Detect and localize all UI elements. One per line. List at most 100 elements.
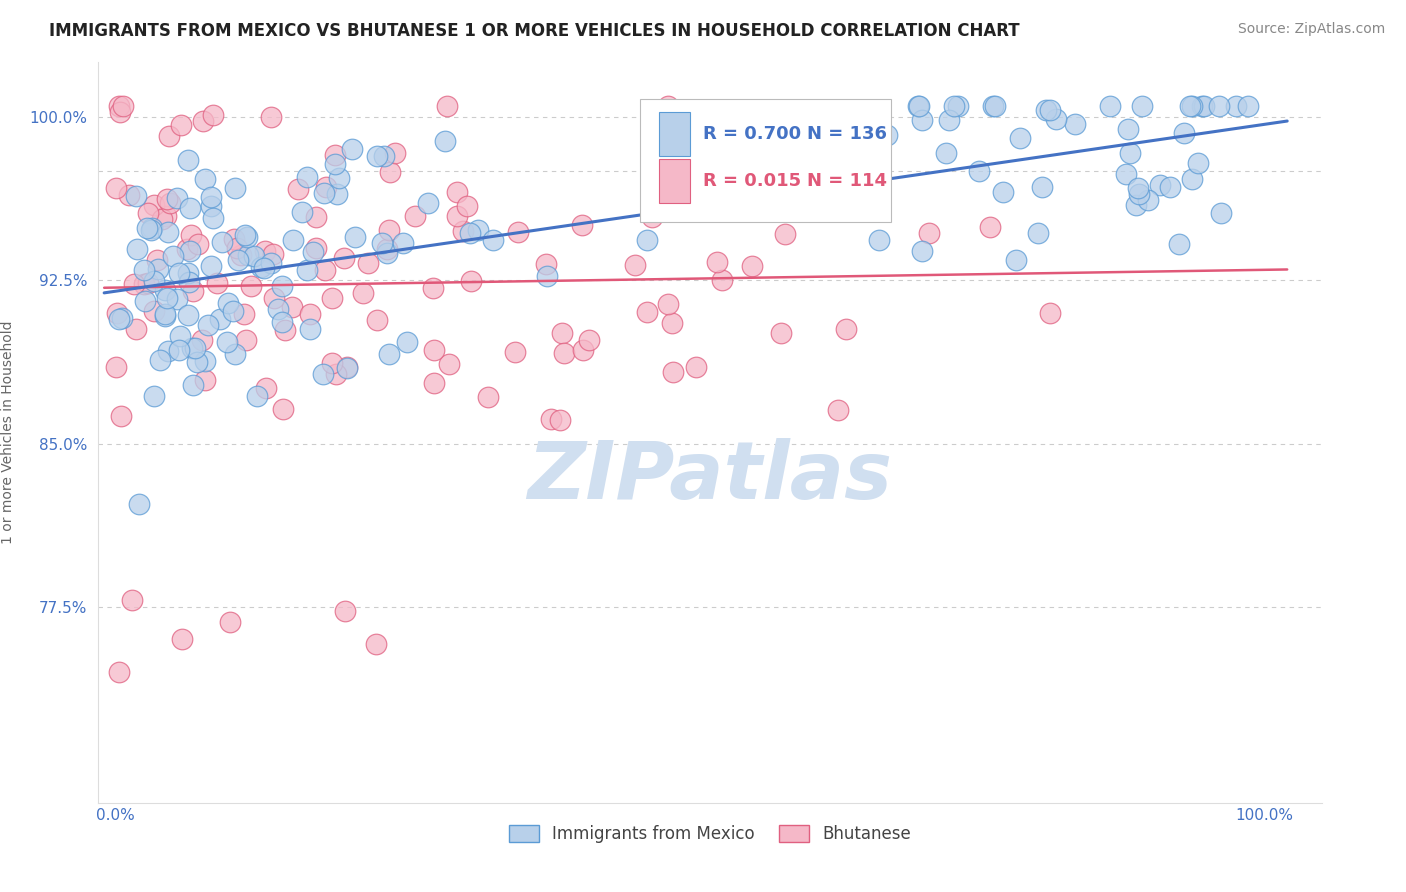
Immigrants from Mexico xyxy=(211,235,233,249)
Immigrants from Mexico xyxy=(1181,99,1204,113)
Bhutanese xyxy=(763,116,786,130)
Bhutanese xyxy=(706,255,728,269)
Bhutanese xyxy=(108,105,131,120)
Immigrants from Mexico xyxy=(1119,146,1142,161)
Bhutanese xyxy=(150,212,173,227)
Bhutanese xyxy=(260,110,283,124)
Immigrants from Mexico xyxy=(110,311,132,326)
Immigrants from Mexico xyxy=(340,142,363,156)
Immigrants from Mexico xyxy=(328,170,350,185)
Immigrants from Mexico xyxy=(295,262,318,277)
Bhutanese xyxy=(187,237,209,252)
Immigrants from Mexico xyxy=(1118,122,1140,136)
Immigrants from Mexico xyxy=(1187,156,1209,170)
Immigrants from Mexico xyxy=(1130,99,1153,113)
Immigrants from Mexico xyxy=(433,134,456,148)
Bhutanese xyxy=(551,326,574,340)
FancyBboxPatch shape xyxy=(658,112,690,156)
Bhutanese xyxy=(274,323,297,337)
Immigrants from Mexico xyxy=(202,211,225,226)
Immigrants from Mexico xyxy=(221,304,243,318)
Immigrants from Mexico xyxy=(375,246,398,260)
Immigrants from Mexico xyxy=(156,291,179,305)
Immigrants from Mexico xyxy=(169,329,191,343)
Immigrants from Mexico xyxy=(1045,112,1067,126)
Immigrants from Mexico xyxy=(166,191,188,205)
Text: IMMIGRANTS FROM MEXICO VS BHUTANESE 1 OR MORE VEHICLES IN HOUSEHOLD CORRELATION : IMMIGRANTS FROM MEXICO VS BHUTANESE 1 OR… xyxy=(49,22,1019,40)
Immigrants from Mexico xyxy=(1208,99,1230,113)
Bhutanese xyxy=(146,252,169,267)
Bhutanese xyxy=(235,333,257,347)
Bhutanese xyxy=(710,123,733,137)
Bhutanese xyxy=(718,161,741,176)
Bhutanese xyxy=(377,223,399,237)
Immigrants from Mexico xyxy=(233,228,256,243)
Immigrants from Mexico xyxy=(156,344,179,359)
Bhutanese xyxy=(170,118,193,132)
Bhutanese xyxy=(548,413,571,427)
Immigrants from Mexico xyxy=(169,343,191,357)
Immigrants from Mexico xyxy=(991,185,1014,199)
Bhutanese xyxy=(108,665,131,680)
Immigrants from Mexico xyxy=(1128,181,1150,195)
Bhutanese xyxy=(254,381,277,395)
Immigrants from Mexico xyxy=(910,244,932,259)
Bhutanese xyxy=(287,182,309,196)
Immigrants from Mexico xyxy=(378,347,401,361)
Immigrants from Mexico xyxy=(197,318,219,332)
Immigrants from Mexico xyxy=(326,187,349,202)
Bhutanese xyxy=(769,326,792,341)
Bhutanese xyxy=(155,193,177,207)
Immigrants from Mexico xyxy=(636,233,658,247)
Bhutanese xyxy=(422,281,444,295)
Immigrants from Mexico xyxy=(194,171,217,186)
Immigrants from Mexico xyxy=(868,233,890,247)
Immigrants from Mexico xyxy=(298,322,321,336)
Immigrants from Mexico xyxy=(146,262,169,277)
Immigrants from Mexico xyxy=(1168,236,1191,251)
Immigrants from Mexico xyxy=(366,149,388,163)
Immigrants from Mexico xyxy=(132,263,155,277)
Immigrants from Mexico xyxy=(336,361,359,376)
Bhutanese xyxy=(305,241,328,255)
FancyBboxPatch shape xyxy=(640,99,891,221)
Immigrants from Mexico xyxy=(1236,99,1258,113)
Bhutanese xyxy=(224,231,246,245)
Bhutanese xyxy=(143,197,166,211)
Immigrants from Mexico xyxy=(217,296,239,310)
Immigrants from Mexico xyxy=(181,377,204,392)
Bhutanese xyxy=(540,411,562,425)
Bhutanese xyxy=(194,373,217,387)
Bhutanese xyxy=(231,248,253,262)
Immigrants from Mexico xyxy=(107,312,129,326)
Immigrants from Mexico xyxy=(981,99,1004,113)
Immigrants from Mexico xyxy=(156,226,179,240)
Immigrants from Mexico xyxy=(481,234,503,248)
Bhutanese xyxy=(336,359,359,374)
Immigrants from Mexico xyxy=(907,99,929,113)
Bhutanese xyxy=(378,165,401,179)
Bhutanese xyxy=(121,593,143,607)
Bhutanese xyxy=(180,228,202,243)
Bhutanese xyxy=(105,306,128,320)
Immigrants from Mexico xyxy=(934,145,956,160)
Bhutanese xyxy=(201,108,224,122)
Bhutanese xyxy=(384,146,406,161)
Bhutanese xyxy=(578,333,600,347)
Bhutanese xyxy=(446,186,468,200)
Immigrants from Mexico xyxy=(226,252,249,267)
Bhutanese xyxy=(107,99,129,113)
Immigrants from Mexico xyxy=(908,99,931,113)
Immigrants from Mexico xyxy=(291,205,314,219)
Bhutanese xyxy=(112,99,135,113)
Bhutanese xyxy=(191,334,214,348)
Immigrants from Mexico xyxy=(149,353,172,368)
Bhutanese xyxy=(571,218,593,232)
Immigrants from Mexico xyxy=(392,235,415,250)
Text: ZIPatlas: ZIPatlas xyxy=(527,438,893,516)
Bhutanese xyxy=(503,345,526,359)
Immigrants from Mexico xyxy=(1181,171,1204,186)
Bhutanese xyxy=(366,312,388,326)
Immigrants from Mexico xyxy=(371,235,394,250)
Legend: Immigrants from Mexico, Bhutanese: Immigrants from Mexico, Bhutanese xyxy=(502,819,918,850)
